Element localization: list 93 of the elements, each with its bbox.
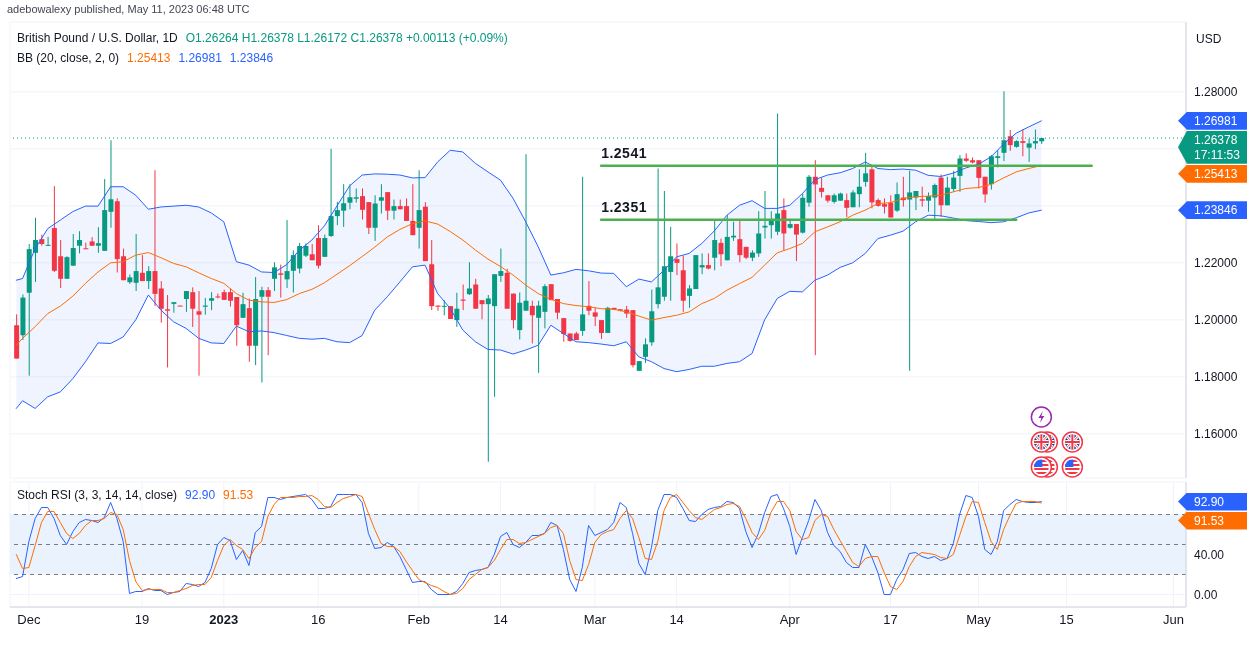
text: O1.26264 H1.26378 L1.26172 C1.26378 +0.00113 (+0.09%) [185, 31, 508, 45]
x-tick-label: 14 [493, 612, 508, 628]
candlestick [479, 299, 485, 320]
candlestick [416, 169, 422, 250]
x-tick-label: Feb [407, 612, 430, 628]
candlestick [580, 176, 586, 337]
candlestick [77, 230, 83, 254]
x-tick-label: Apr [779, 612, 801, 628]
candlestick [158, 280, 164, 324]
candlestick [347, 183, 353, 210]
x-tick-label: Dec [17, 612, 41, 628]
text: British Pound / U.S. Dollar, 1D [17, 31, 178, 45]
ref-line-label: 1.26378 [1194, 132, 1239, 148]
candlestick [165, 294, 171, 368]
x-tick-label: 15 [1059, 612, 1074, 628]
candlestick [284, 219, 290, 289]
candlestick [756, 210, 762, 258]
legend-title: Stoch RSI (3, 3, 14, 14, close) [17, 488, 178, 502]
candlestick [391, 199, 397, 221]
candlestick [133, 233, 139, 292]
y-tick-label: 1.20000 [1194, 313, 1238, 328]
price-label: 91.53 [1178, 511, 1247, 530]
x-tick-label: Mar [583, 612, 607, 628]
x-tick-label: May [966, 612, 992, 628]
candlestick [894, 181, 900, 213]
candlestick [196, 290, 202, 377]
candlestick [712, 218, 718, 271]
candlestick [718, 238, 724, 267]
x-tick-label: 19 [134, 612, 150, 628]
candlestick [190, 286, 196, 328]
data-label: 1.2541 [601, 144, 647, 161]
y-tick-label: 0.00 [1194, 587, 1218, 602]
y-tick-label: 1.16000 [1194, 427, 1238, 442]
candlestick [171, 301, 177, 314]
candlestick [844, 193, 850, 218]
y-tick-label: 40.00 [1194, 547, 1225, 562]
x-tick-label: 14 [669, 612, 684, 628]
y-axis-title: USD [1196, 32, 1222, 46]
y-tick-label: 1.22000 [1194, 256, 1238, 271]
candlestick [215, 293, 221, 299]
x-tick-label: 17 [883, 612, 898, 628]
data-label: 1.2351 [601, 198, 647, 215]
candlestick [793, 223, 799, 262]
candlestick [271, 261, 277, 292]
price-label: 92.90 [1178, 492, 1247, 511]
candlestick [599, 319, 604, 340]
candlestick [699, 252, 705, 275]
price-label: 1.23846 [1178, 201, 1247, 220]
line-series [15, 120, 1042, 288]
legend-title: BB (20, close, 2, 0) [17, 51, 120, 65]
candlestick [70, 233, 76, 267]
candlestick [183, 290, 189, 313]
y-tick-label: 1.18000 [1194, 370, 1238, 385]
text: 1.26981 [178, 51, 222, 65]
x-tick-label: 2023 [209, 612, 239, 628]
candlestick [378, 183, 384, 215]
candlestick [529, 300, 535, 344]
candlestick [139, 254, 145, 282]
candlestick [643, 337, 649, 364]
candlestick [919, 186, 925, 208]
candlestick [259, 286, 265, 384]
candlestick [240, 292, 246, 319]
candlestick [328, 148, 334, 238]
x-tick-label: 16 [310, 612, 326, 628]
candlestick [863, 152, 869, 188]
price-label: 1.26981 [1178, 111, 1247, 130]
candlestick [781, 197, 787, 251]
candlestick [278, 264, 284, 299]
price-label: 1.26378 17:11:53 [1178, 130, 1247, 164]
candlestick [385, 191, 391, 221]
candlestick [523, 153, 529, 312]
candlestick [674, 242, 680, 276]
candlestick [561, 317, 567, 343]
candlestick [724, 214, 730, 261]
price-label: 1.25413 [1178, 164, 1247, 183]
text: 1.23846 [229, 51, 274, 65]
text: 92.90 [185, 488, 216, 502]
text: adebowalexy published, May 11, 2023 06:48 UTC [7, 3, 250, 15]
y-tick-label: 1.28000 [1194, 85, 1238, 100]
candlestick [265, 286, 271, 356]
text: 1.25413 [127, 51, 171, 65]
candlestick [152, 169, 158, 307]
candlestick [592, 307, 598, 327]
x-tick-label: Jun [1162, 612, 1184, 628]
series-label: 91.53 [223, 488, 254, 502]
candlestick [737, 218, 743, 263]
candlestick [45, 236, 51, 247]
candlestick [146, 265, 152, 290]
candlestick [466, 261, 472, 296]
candlestick [1020, 128, 1026, 157]
candlestick [819, 177, 825, 199]
candlestick [353, 187, 359, 204]
candlestick [322, 234, 328, 258]
